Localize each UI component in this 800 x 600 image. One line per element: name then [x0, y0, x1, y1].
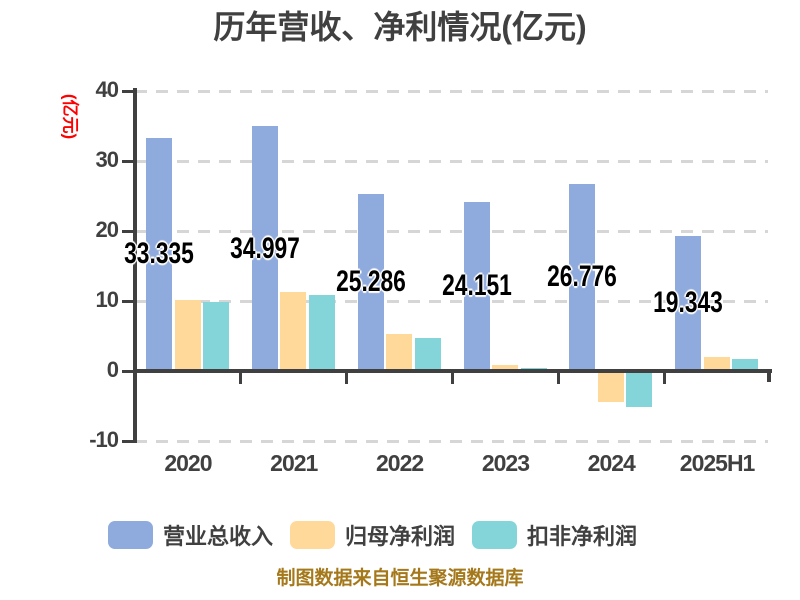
bar-s1-2024: [597, 373, 624, 402]
x-tick-label: 2022: [375, 450, 424, 476]
y-tick-mark: [122, 159, 133, 163]
x-tick-label: 2020: [164, 450, 212, 476]
legend-label-net-profit: 归母净利润: [345, 524, 456, 549]
y-tick-label: -10: [89, 427, 119, 452]
y-tick-label: 40: [95, 77, 119, 102]
legend-item-revenue: 营业总收入: [108, 519, 273, 551]
x-tick-mark: [451, 373, 454, 384]
x-tick-mark: [556, 373, 560, 384]
y-tick-mark: [122, 89, 133, 93]
legend: 营业总收入 归母净利润 扣非净利润: [108, 519, 637, 551]
legend-swatch-non-recurring: [472, 521, 518, 549]
y-tick-mark: [122, 439, 133, 443]
bar-s1-2021: [280, 291, 307, 371]
gridline: [135, 229, 768, 233]
bar-s2-2024: [626, 373, 653, 408]
legend-label-non-recurring: 扣非净利润: [527, 524, 638, 549]
x-tick-mark: [345, 373, 349, 384]
y-tick-mark: [122, 229, 133, 233]
chart-title: 历年营收、净利情况(亿元): [213, 9, 587, 45]
y-tick-label: 20: [95, 217, 119, 242]
bar-s0-2024: [569, 183, 596, 371]
bar-s2-2025H1: [732, 359, 759, 371]
gridline: [135, 299, 768, 303]
bar-s0-2022: [357, 193, 384, 371]
y-tick-label: 0: [106, 357, 119, 382]
x-tick-label: 2021: [270, 450, 318, 476]
bar-s1-2025H1: [703, 357, 730, 371]
x-tick-mark: [662, 373, 666, 384]
x-tick-label: 2025H1: [679, 450, 756, 476]
x-tick-label: 2023: [481, 450, 530, 476]
x-axis-line: [133, 369, 772, 373]
x-axis-end-tick: [767, 369, 771, 382]
x-tick-mark: [239, 373, 243, 384]
y-tick-mark: [122, 369, 133, 373]
bar-s1-2020: [174, 299, 201, 371]
legend-item-net-profit: 归母净利润: [290, 519, 455, 551]
gridline: [135, 439, 768, 443]
data-source-note: 制图数据来自恒生聚源数据库: [276, 568, 524, 589]
bar-s0-2021: [251, 126, 278, 371]
legend-item-non-recurring: 扣非净利润: [472, 519, 637, 551]
bar-s2-2022: [414, 338, 441, 371]
bar-s0-2025H1: [675, 235, 702, 371]
y-tick-mark: [122, 299, 133, 303]
bar-value-label: 25.286: [335, 265, 406, 299]
legend-label-revenue: 营业总收入: [163, 524, 274, 549]
bar-s1-2023: [492, 364, 518, 371]
bar-value-label: 19.343: [653, 286, 724, 320]
bar-s2-2021: [308, 294, 335, 371]
bar-s2-2020: [203, 302, 229, 371]
bar-s0-2020: [146, 137, 172, 371]
bar-s1-2022: [386, 333, 413, 371]
y-axis-line: [133, 88, 137, 443]
y-tick-label: 30: [95, 147, 119, 172]
bar-value-label: 34.997: [229, 231, 300, 265]
bar-value-label: 33.335: [124, 237, 194, 271]
y-tick-label: 10: [95, 287, 119, 312]
x-tick-label: 2024: [587, 450, 636, 476]
legend-swatch-revenue: [108, 521, 153, 549]
gridline: [135, 159, 768, 163]
gridline: [135, 89, 768, 93]
legend-swatch-net-profit: [290, 521, 336, 549]
bar-value-label: 26.776: [547, 260, 618, 294]
bar-value-label: 24.151: [441, 269, 512, 303]
bar-s0-2023: [463, 201, 490, 371]
